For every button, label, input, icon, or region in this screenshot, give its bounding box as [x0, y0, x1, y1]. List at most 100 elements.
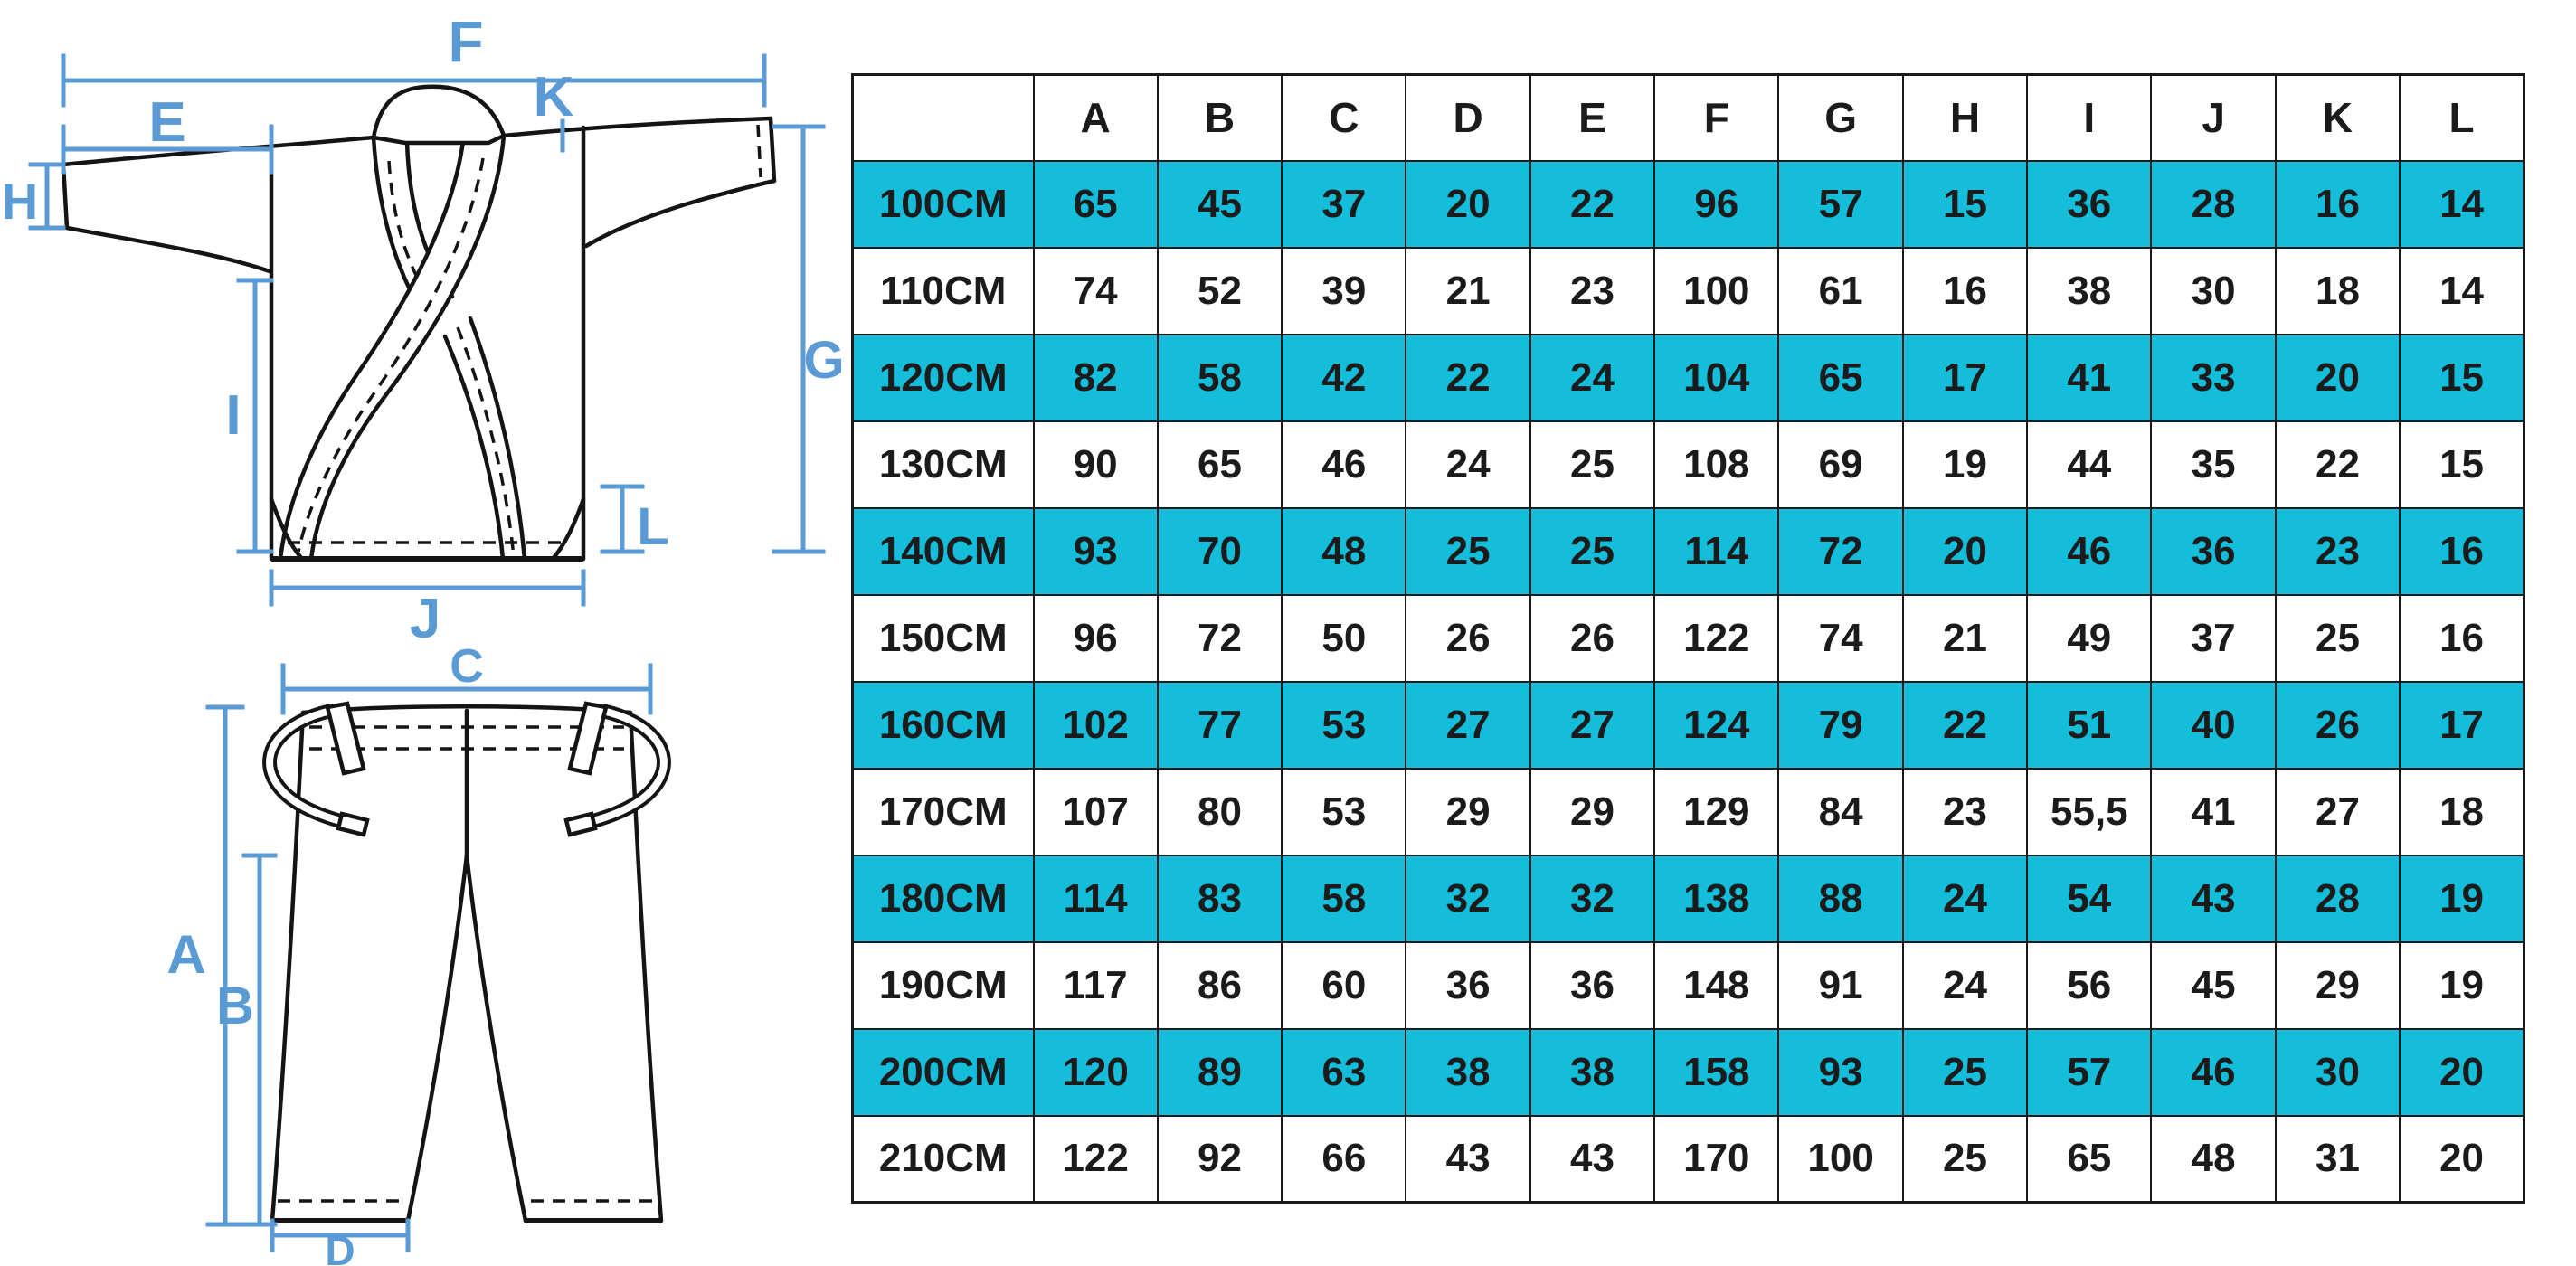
size-value-cell: 38: [1529, 1027, 1656, 1117]
size-value-cell: 74: [1777, 593, 1904, 683]
size-value-cell: 43: [2150, 854, 2277, 943]
size-value-cell: 38: [1405, 1027, 1531, 1117]
size-value-cell: 26: [2274, 680, 2401, 770]
size-value-cell: 80: [1156, 767, 1283, 856]
pants-diagram: C A B D: [166, 640, 671, 1266]
column-header: K: [2274, 73, 2401, 162]
size-value-cell: 51: [2026, 680, 2153, 770]
size-value-cell: 124: [1653, 680, 1780, 770]
size-label: 160CM: [851, 680, 1035, 770]
column-header: C: [1281, 73, 1407, 162]
size-value-cell: 46: [1281, 420, 1407, 509]
size-value-cell: 30: [2150, 246, 2277, 335]
size-value-cell: 100: [1653, 246, 1780, 335]
size-value-cell: 21: [1901, 593, 2029, 683]
pants-outline: [262, 701, 671, 1223]
size-value-cell: 57: [2026, 1027, 2153, 1117]
size-value-cell: 45: [2150, 940, 2277, 1030]
size-value-cell: 56: [2026, 940, 2153, 1030]
column-header: I: [2026, 73, 2153, 162]
size-value-cell: 20: [1901, 506, 2029, 596]
size-value-cell: 90: [1032, 420, 1159, 509]
size-value-cell: 23: [2274, 506, 2401, 596]
column-header: A: [1032, 73, 1159, 162]
size-value-cell: 36: [1529, 940, 1656, 1030]
size-value-cell: 18: [2399, 767, 2525, 856]
size-value-cell: 20: [2399, 1114, 2525, 1204]
size-value-cell: 17: [1901, 333, 2029, 422]
size-value-cell: 16: [2399, 593, 2525, 683]
size-value-cell: 107: [1032, 767, 1159, 856]
size-label: 140CM: [851, 506, 1035, 596]
size-value-cell: 86: [1156, 940, 1283, 1030]
size-label: 100CM: [851, 159, 1035, 249]
table-row: 160CM 102 77 53 27 27 124 79 22 51 40 26 17: [851, 680, 2525, 770]
size-value-cell: 27: [1529, 680, 1656, 770]
size-label: 200CM: [851, 1027, 1035, 1117]
size-value-cell: 48: [1281, 506, 1407, 596]
dim-label-B: B: [216, 977, 254, 1035]
size-value-cell: 88: [1777, 854, 1904, 943]
size-value-cell: 83: [1156, 854, 1283, 943]
size-value-cell: 28: [2274, 854, 2401, 943]
size-value-cell: 16: [1901, 246, 2029, 335]
table-row: 190CM 117 86 60 36 36 148 91 24 56 45 29 19: [851, 940, 2525, 1030]
size-value-cell: 114: [1032, 854, 1159, 943]
size-value-cell: 16: [2399, 506, 2525, 596]
size-value-cell: 102: [1032, 680, 1159, 770]
size-value-cell: 91: [1777, 940, 1904, 1030]
size-value-cell: 24: [1901, 940, 2029, 1030]
table-row: 130CM 90 65 46 24 25 108 69 19 44 35 22 15: [851, 420, 2525, 509]
size-value-cell: 65: [1032, 159, 1159, 249]
size-value-cell: 22: [1405, 333, 1531, 422]
dim-label-G: G: [803, 331, 844, 390]
size-value-cell: 14: [2399, 246, 2525, 335]
column-header: D: [1405, 73, 1531, 162]
column-header: E: [1529, 73, 1656, 162]
size-value-cell: 21: [1405, 246, 1531, 335]
size-value-cell: 46: [2026, 506, 2153, 596]
size-value-cell: 50: [1281, 593, 1407, 683]
dim-label-D: D: [325, 1227, 355, 1266]
dim-label-E: E: [148, 91, 185, 154]
size-value-cell: 40: [2150, 680, 2277, 770]
size-value-cell: 89: [1156, 1027, 1283, 1117]
size-value-cell: 46: [2150, 1027, 2277, 1117]
size-value-cell: 37: [2150, 593, 2277, 683]
pants-dimension-labels: C A B D: [166, 640, 483, 1266]
size-value-cell: 61: [1777, 246, 1904, 335]
column-header: H: [1901, 73, 2029, 162]
size-value-cell: 32: [1529, 854, 1656, 943]
jacket-dimension-lines: [28, 53, 826, 607]
size-value-cell: 20: [2274, 333, 2401, 422]
size-value-cell: 54: [2026, 854, 2153, 943]
size-value-cell: 27: [2274, 767, 2401, 856]
size-value-cell: 104: [1653, 333, 1780, 422]
column-header: J: [2150, 73, 2277, 162]
size-value-cell: 53: [1281, 767, 1407, 856]
size-value-cell: 25: [1901, 1027, 2029, 1117]
size-value-cell: 108: [1653, 420, 1780, 509]
size-value-cell: 70: [1156, 506, 1283, 596]
size-value-cell: 28: [2150, 159, 2277, 249]
size-value-cell: 53: [1281, 680, 1407, 770]
size-value-cell: 69: [1777, 420, 1904, 509]
size-value-cell: 25: [1529, 506, 1656, 596]
size-value-cell: 25: [1529, 420, 1656, 509]
size-value-cell: 57: [1777, 159, 1904, 249]
jacket-dimension-labels: F E K H G I L J: [2, 9, 845, 642]
dim-label-H: H: [2, 173, 38, 230]
size-value-cell: 35: [2150, 420, 2277, 509]
table-row: 140CM 93 70 48 25 25 114 72 20 46 36 23 16: [851, 506, 2525, 596]
size-value-cell: 43: [1529, 1114, 1656, 1204]
table-row: 200CM 120 89 63 38 38 158 93 25 57 46 30 20: [851, 1027, 2525, 1117]
size-value-cell: 58: [1156, 333, 1283, 422]
size-value-cell: 44: [2026, 420, 2153, 509]
size-value-cell: 96: [1653, 159, 1780, 249]
size-value-cell: 22: [2274, 420, 2401, 509]
size-value-cell: 25: [1405, 506, 1531, 596]
size-value-cell: 23: [1901, 767, 2029, 856]
size-value-cell: 72: [1156, 593, 1283, 683]
